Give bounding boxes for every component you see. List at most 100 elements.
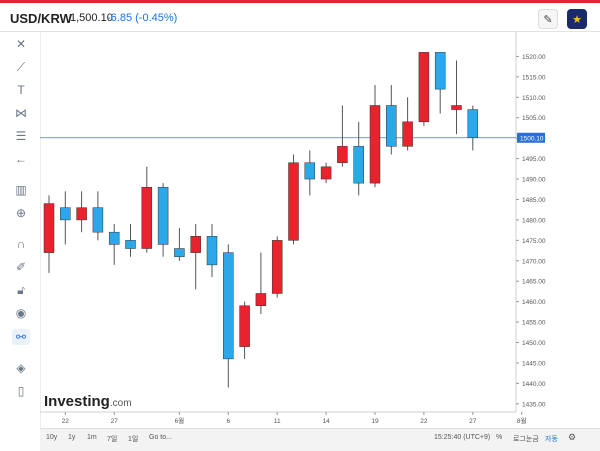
y-tick-label: 1510.00 — [522, 95, 546, 102]
candle[interactable] — [337, 105, 348, 167]
candle[interactable] — [223, 244, 234, 388]
log-scale-toggle[interactable]: 로그눈금 — [513, 436, 539, 443]
candle[interactable] — [369, 85, 381, 188]
candle-body — [174, 248, 185, 257]
candle[interactable] — [467, 105, 479, 151]
y-tick-label: 1460.00 — [522, 299, 546, 306]
period-7d[interactable]: 7일 — [107, 436, 118, 443]
investing-watermark: Investing.com — [44, 393, 132, 410]
candle-body — [467, 109, 479, 139]
measure-icon[interactable]: ▥ — [15, 183, 27, 197]
candle[interactable] — [92, 191, 104, 241]
back-arrow-icon[interactable]: ← — [15, 152, 27, 166]
y-tick-label: 1450.00 — [522, 340, 546, 347]
y-tick-label: 1480.00 — [522, 217, 546, 224]
candle-body — [288, 162, 299, 241]
favorite-button[interactable]: ★ — [567, 9, 587, 29]
candle[interactable] — [288, 154, 299, 245]
candle[interactable] — [402, 97, 413, 151]
price-chart[interactable]: 1520.001515.001510.001505.001500.001495.… — [40, 32, 556, 428]
candle-body — [190, 236, 201, 253]
candle[interactable] — [157, 183, 169, 257]
symbol-label[interactable]: USD/KRW — [10, 11, 72, 26]
candle[interactable] — [304, 150, 316, 196]
period-10y[interactable]: 10y — [46, 434, 58, 441]
candle[interactable] — [451, 60, 462, 135]
candle[interactable] — [206, 224, 218, 278]
candle[interactable] — [190, 224, 201, 290]
last-price: 1,500.10 — [70, 12, 113, 24]
x-tick-label: 22 — [62, 418, 70, 425]
candle-body — [108, 231, 120, 245]
y-tick-label: 1440.00 — [522, 381, 546, 388]
candle[interactable] — [43, 195, 55, 274]
y-tick-label: 1475.00 — [522, 238, 546, 245]
y-tick-label: 1455.00 — [522, 320, 546, 327]
x-tick-label: 8월 — [517, 416, 527, 425]
text-icon[interactable]: T — [17, 83, 25, 97]
y-tick-label: 1495.00 — [522, 156, 546, 163]
pattern-icon[interactable]: ⋈ — [15, 106, 27, 120]
candle-body — [402, 121, 413, 147]
candle[interactable] — [418, 52, 430, 126]
candle[interactable] — [320, 162, 332, 184]
candle-body — [353, 146, 364, 184]
layers-icon[interactable]: ◈ — [16, 361, 26, 375]
y-tick-label: 1515.00 — [522, 74, 546, 81]
trend-line-icon[interactable]: ⟋ — [16, 60, 26, 74]
pen-icon: ✎ — [543, 13, 553, 26]
candle-body — [434, 52, 446, 90]
x-tick-label: 6 — [226, 418, 230, 425]
candle[interactable] — [353, 121, 364, 196]
crosshair-icon[interactable]: ✕ — [15, 37, 27, 51]
lock-icon[interactable]: 🔓︎ — [17, 283, 25, 297]
candle[interactable] — [76, 191, 87, 233]
period-1d[interactable]: 1일 — [128, 436, 139, 443]
trash-icon[interactable]: ▯ — [17, 384, 25, 398]
candle[interactable] — [108, 224, 120, 265]
candle[interactable] — [141, 166, 153, 253]
percent-toggle[interactable]: % — [496, 434, 503, 441]
candle-body — [320, 166, 332, 180]
zoom-in-icon[interactable]: ⊕ — [15, 206, 27, 220]
lock-draw-icon[interactable]: ✐ — [15, 260, 27, 274]
x-tick-label: 19 — [371, 418, 379, 425]
y-tick-label: 1490.00 — [522, 177, 546, 184]
price-change: -6.85 (-0.45%) — [107, 12, 177, 24]
magnet-icon[interactable]: ∩ — [16, 237, 26, 251]
x-tick-label: 27 — [469, 418, 477, 425]
drawing-toggle-button[interactable]: ✎ — [538, 9, 558, 29]
current-price-tag — [517, 132, 545, 143]
y-tick-label: 1465.00 — [522, 279, 546, 286]
candle-body — [337, 146, 348, 163]
candle-body — [451, 105, 462, 110]
period-1y[interactable]: 1y — [68, 434, 76, 441]
y-tick-label: 1445.00 — [522, 360, 546, 367]
candle[interactable] — [60, 191, 71, 245]
link-icon[interactable]: ⚯ — [12, 329, 30, 345]
candle-body — [141, 186, 153, 249]
period-1m[interactable]: 1m — [87, 434, 97, 441]
candle[interactable] — [271, 236, 283, 298]
candle-body — [304, 162, 316, 180]
drawing-toolbar: ✕ ⟋ T ⋈ ☰ ← ▥ ⊕ ∩ ✐ 🔓︎ ◉ ⚯ ◈ ▯ — [0, 32, 41, 428]
candle-body — [271, 240, 283, 294]
y-tick-label: 1505.00 — [522, 115, 546, 122]
eye-icon[interactable]: ◉ — [15, 306, 27, 320]
goto-button[interactable]: Go to... — [149, 434, 172, 441]
candle[interactable] — [125, 224, 136, 257]
price-change-value: -6.85 — [107, 12, 133, 24]
star-icon: ★ — [572, 13, 582, 26]
candle[interactable] — [239, 301, 250, 359]
x-tick-label: 11 — [274, 418, 281, 425]
candle[interactable] — [386, 85, 397, 155]
x-tick-label: 22 — [420, 418, 428, 425]
candle[interactable] — [255, 252, 267, 314]
fib-icon[interactable]: ☰ — [15, 129, 27, 143]
auto-scale-toggle[interactable]: 자동 — [545, 436, 558, 443]
gear-icon[interactable]: ⚙ — [568, 432, 577, 442]
x-tick-label: 6월 — [175, 416, 185, 425]
candle-body — [206, 236, 218, 266]
candle[interactable] — [174, 228, 185, 261]
candle[interactable] — [434, 52, 446, 114]
